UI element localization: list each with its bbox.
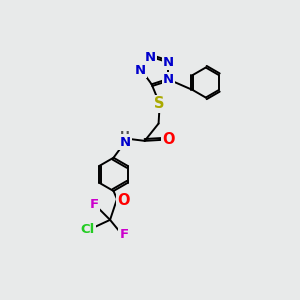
Text: Cl: Cl (80, 223, 95, 236)
Text: F: F (119, 228, 128, 242)
Text: O: O (117, 193, 130, 208)
Text: O: O (162, 132, 175, 147)
Text: F: F (89, 198, 98, 212)
Text: S: S (154, 96, 165, 111)
Text: N: N (135, 64, 146, 77)
Text: N: N (145, 50, 156, 64)
Text: N: N (163, 56, 174, 69)
Text: N: N (119, 136, 130, 148)
Text: H: H (120, 130, 130, 143)
Text: N: N (163, 73, 174, 85)
